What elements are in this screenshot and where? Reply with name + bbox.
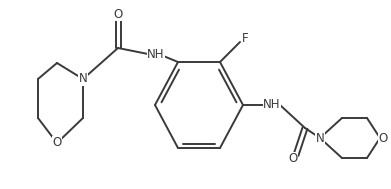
Text: NH: NH [263,98,281,112]
Text: N: N [79,73,87,85]
Text: O: O [113,8,123,20]
Text: O: O [378,132,387,145]
Text: N: N [316,132,325,145]
Text: NH: NH [147,49,165,61]
Text: F: F [242,33,248,46]
Text: O: O [52,136,62,149]
Text: O: O [289,153,298,166]
